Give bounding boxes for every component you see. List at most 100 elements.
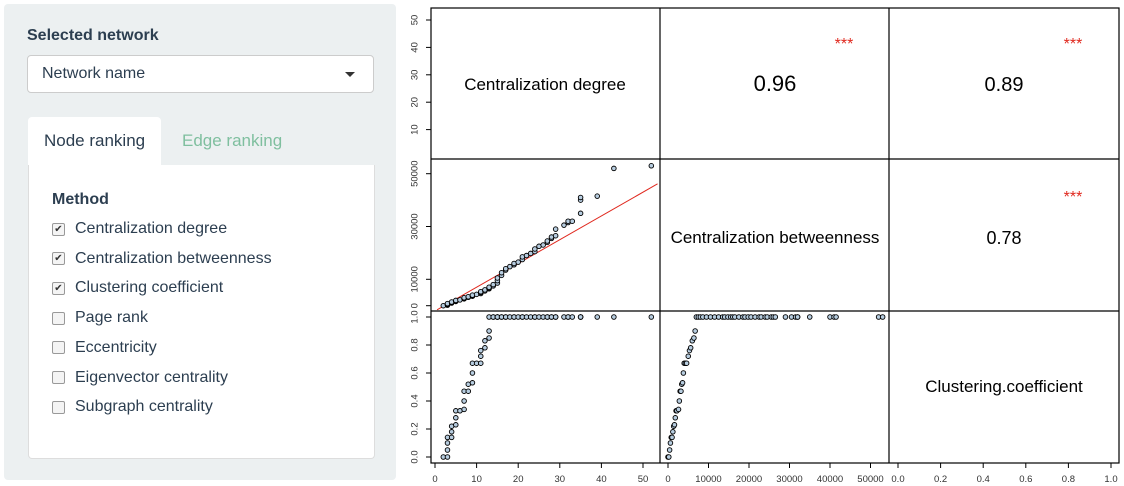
method-option-label: Centralization degree [75, 220, 228, 237]
data-point [782, 314, 789, 320]
correlation-value: 0.78 [986, 228, 1021, 248]
data-point [648, 163, 655, 169]
data-point [577, 314, 584, 320]
y-tick-label: 0.8 [410, 338, 421, 351]
data-point [515, 259, 521, 265]
tab-node-ranking[interactable]: Node ranking [28, 117, 162, 165]
data-point [687, 345, 694, 351]
x-tick-label: 40 [596, 474, 607, 485]
data-point [577, 210, 584, 217]
x-tick-label: 10 [471, 474, 482, 485]
method-option-label: Clustering coefficient [75, 279, 224, 297]
method-checkbox-centralization-degree[interactable]: ✔ Centralization degree [52, 218, 227, 240]
data-point [498, 269, 505, 276]
y-tick-label: 0 [410, 303, 421, 308]
data-point [478, 353, 484, 359]
data-point [692, 328, 698, 334]
data-point [569, 314, 576, 320]
method-checkbox-centralization-betweenness[interactable]: ✔ Centralization betweenness [52, 248, 272, 270]
significance-stars: *** [835, 36, 854, 53]
y-tick-label: 50000 [410, 160, 421, 186]
data-point [671, 422, 678, 428]
tab-content: Method ✔ Centralization degree ✔ Centraliza… [28, 165, 375, 459]
x-tick-label: 30 [555, 474, 566, 485]
data-point [679, 380, 686, 386]
checkbox-icon[interactable]: ✔ [52, 222, 65, 236]
data-point [444, 447, 451, 453]
data-point [465, 388, 472, 394]
correlation-value: 0.89 [985, 74, 1024, 96]
network-select-value: Network name [42, 65, 146, 82]
x-tick-label: 0.0 [891, 474, 904, 485]
data-point [478, 360, 484, 366]
method-checkbox-page-rank[interactable]: Page rank [52, 307, 148, 329]
method-option-label: Eigenvector centrality [75, 368, 228, 386]
data-point [482, 345, 488, 351]
checkbox-icon[interactable]: ✔ [52, 252, 65, 266]
diagonal-label: Centralization betweenness [671, 228, 880, 247]
significance-stars: *** [1064, 189, 1083, 206]
x-tick-label: 30000 [776, 474, 802, 485]
data-point [685, 353, 692, 359]
x-tick-label: 0.2 [934, 474, 947, 485]
data-point [666, 447, 673, 453]
data-point [532, 246, 538, 252]
checkbox-icon[interactable] [52, 341, 65, 355]
x-tick-label: 0.4 [977, 474, 990, 485]
method-checkbox-subgraph-centrality[interactable]: Subgraph centrality [52, 396, 213, 418]
data-point [577, 194, 584, 201]
method-option-label: Eccentricity [75, 338, 157, 356]
tab-edge-ranking[interactable]: Edge ranking [182, 131, 283, 150]
method-label: Method [52, 191, 109, 208]
checkbox-icon[interactable] [52, 400, 65, 414]
checkbox-icon[interactable] [52, 371, 65, 384]
regression-line [436, 183, 658, 311]
data-point [676, 398, 683, 404]
data-point [611, 165, 617, 172]
data-point [672, 415, 679, 421]
y-tick-label: 10000 [410, 266, 421, 292]
data-point [569, 218, 576, 224]
method-option-label: Centralization betweenness [75, 249, 272, 267]
y-tick-label: 0.4 [410, 394, 421, 407]
correlation-value: 0.96 [754, 71, 797, 96]
data-point [772, 314, 779, 320]
data-point [469, 370, 476, 376]
checkbox-icon[interactable] [52, 311, 65, 325]
network-label: Selected network [27, 27, 159, 44]
x-tick-label: 50000 [857, 474, 883, 485]
data-point [444, 454, 451, 460]
y-tick-label: 0.0 [410, 450, 421, 463]
network-select[interactable]: Network name [27, 55, 374, 93]
y-tick-label: 0.6 [410, 366, 421, 379]
data-point [523, 252, 530, 259]
method-checkbox-clustering-coefficient[interactable]: ✔ Clustering coefficient [52, 277, 223, 299]
x-tick-label: 0 [432, 474, 437, 485]
data-point [461, 406, 467, 413]
y-tick-label: 0.2 [410, 422, 421, 435]
data-point [448, 429, 455, 435]
data-point [807, 314, 813, 320]
method-checkbox-eigenvector-centrality[interactable]: Eigenvector centrality [52, 367, 228, 389]
data-point [544, 238, 551, 244]
data-point [453, 422, 459, 428]
chevron-down-icon [345, 72, 355, 77]
method-checkbox-eccentricity[interactable]: Eccentricity [52, 337, 157, 359]
y-tick-label: 30000 [410, 213, 421, 239]
x-tick-label: 20000 [736, 474, 762, 485]
data-point [667, 440, 674, 446]
data-point [540, 242, 546, 248]
data-point [482, 338, 488, 344]
checkbox-icon[interactable]: ✔ [52, 281, 65, 295]
x-tick-label: 50 [638, 474, 649, 485]
data-point [469, 380, 476, 386]
data-point [486, 335, 492, 341]
diagonal-label: Clustering.coefficient [925, 377, 1083, 396]
data-point [594, 193, 600, 199]
method-option-label: Subgraph centrality [75, 398, 213, 416]
y-tick-label: 10 [410, 124, 421, 135]
y-tick-label: 20 [410, 97, 421, 108]
data-point [794, 314, 801, 320]
data-point [879, 314, 886, 320]
